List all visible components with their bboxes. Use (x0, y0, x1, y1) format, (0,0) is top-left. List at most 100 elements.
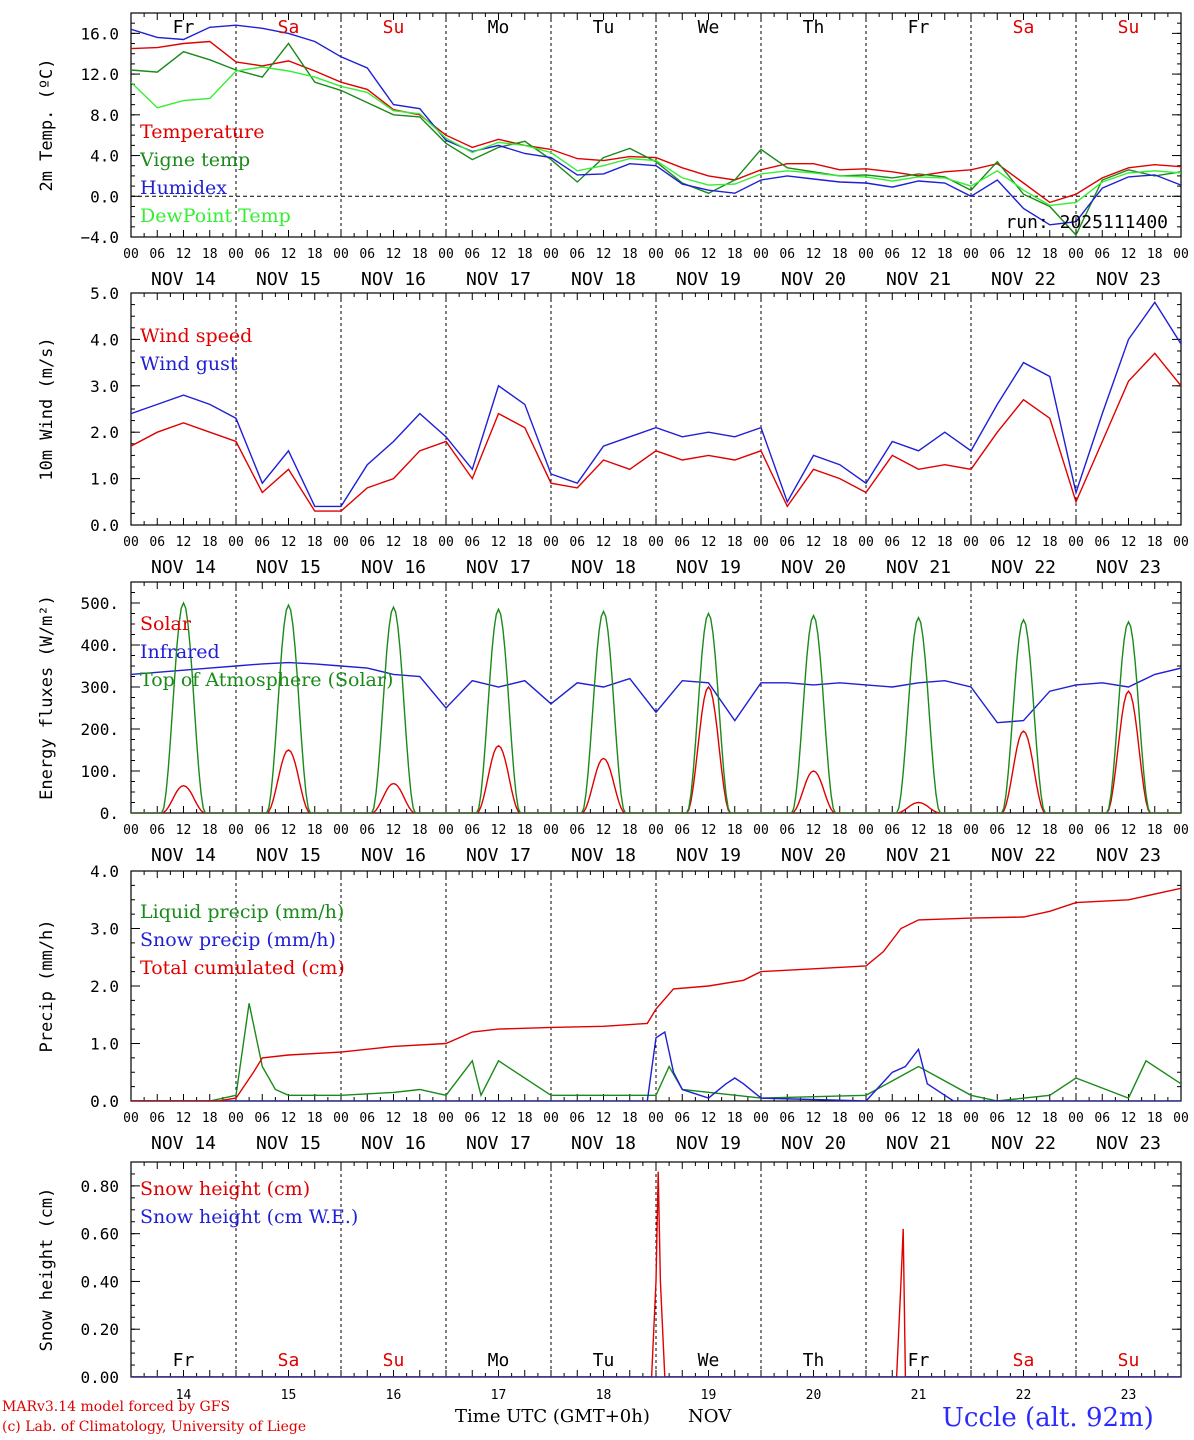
legend-entry: Wind gust (140, 353, 238, 375)
hour-label: 00 (1068, 535, 1084, 550)
series-line-humidex (131, 24, 1181, 226)
y-tick-label: 0.60 (80, 1225, 119, 1244)
hour-label: 06 (569, 1111, 585, 1126)
date-label: NOV 21 (886, 1133, 951, 1154)
y-tick-label: 3.0 (90, 377, 119, 396)
series-group (131, 601, 1181, 813)
legend-entry: Solar (140, 613, 192, 635)
legend-entry: Snow height (cm W.E.) (140, 1206, 358, 1228)
y-tick-label: 1.0 (90, 1035, 119, 1054)
hour-label: 18 (832, 247, 848, 262)
date-label: NOV 22 (991, 557, 1056, 578)
hour-label: 12 (491, 1111, 507, 1126)
hour-label: 12 (911, 247, 927, 262)
hour-label: 18 (1042, 1111, 1058, 1126)
y-tick-label: 0.0 (90, 187, 119, 206)
hour-label: 18 (202, 535, 218, 550)
hour-label: 12 (386, 535, 402, 550)
date-label: NOV 16 (361, 1133, 426, 1154)
hour-label: 06 (779, 823, 795, 838)
legend-entry: Snow height (cm) (140, 1178, 310, 1200)
hour-label: 12 (176, 1111, 192, 1126)
date-label: NOV 20 (781, 845, 846, 866)
hour-label: 06 (149, 535, 165, 550)
legend-entry: DewPoint Temp (140, 205, 291, 227)
hour-label: 00 (438, 535, 454, 550)
hour-label: 00 (228, 535, 244, 550)
hour-label: 06 (1094, 823, 1110, 838)
time-axis-label: Time UTC (GMT+0h) (455, 1406, 650, 1427)
hour-label: 18 (937, 535, 953, 550)
hour-label: 00 (438, 247, 454, 262)
y-tick-label: 4.0 (90, 330, 119, 349)
hour-label: 06 (674, 535, 690, 550)
hour-label: 00 (858, 535, 874, 550)
date-label: NOV 20 (781, 269, 846, 290)
date-label: NOV 18 (571, 845, 636, 866)
hour-label: 12 (176, 247, 192, 262)
date-label: NOV 18 (571, 557, 636, 578)
hour-label: 00 (1173, 535, 1189, 550)
day-number: 15 (281, 1388, 297, 1403)
date-label: NOV 17 (466, 845, 531, 866)
day-number: 20 (806, 1388, 822, 1403)
hour-label: 00 (228, 1111, 244, 1126)
hour-label: 18 (517, 1111, 533, 1126)
day-name-top: We (698, 17, 720, 38)
day-number: 14 (176, 1388, 192, 1403)
hour-label: 18 (622, 535, 638, 550)
date-label: NOV 22 (991, 845, 1056, 866)
date-label: NOV 15 (256, 557, 321, 578)
date-label: NOV 23 (1096, 269, 1161, 290)
hour-label: 06 (254, 1111, 270, 1126)
hour-label: 00 (753, 247, 769, 262)
hour-label: 18 (727, 247, 743, 262)
y-tick-label: −4.0 (80, 228, 119, 247)
hour-label: 12 (1121, 535, 1137, 550)
day-number: 16 (386, 1388, 402, 1403)
hour-label: 12 (806, 247, 822, 262)
hour-label: 12 (596, 247, 612, 262)
date-label: NOV 19 (676, 1133, 741, 1154)
series-line-dewpoint-temp (131, 66, 1181, 207)
day-name-bottom: Su (383, 1350, 405, 1371)
hour-label: 18 (412, 1111, 428, 1126)
hour-label: 00 (753, 1111, 769, 1126)
day-name-bottom: Sa (1013, 1350, 1035, 1371)
legend-entry: Infrared (140, 641, 220, 663)
day-name-top: Sa (278, 17, 300, 38)
series-line-vigne-temp (131, 42, 1181, 237)
panel-2: 0.0 1.0 2.0 3.0 4.0 5.0 10m Wind (m/s) 00 06 12 18… (37, 284, 1189, 578)
hour-label: 18 (412, 247, 428, 262)
hour-label: 06 (884, 535, 900, 550)
hour-label: 18 (622, 247, 638, 262)
panel-3: 0. 100. 200. 300. 400. 500. Energy fluxes (W/m… (37, 581, 1189, 866)
hour-label: 06 (254, 823, 270, 838)
hour-label: 06 (1094, 247, 1110, 262)
hour-label: 12 (701, 535, 717, 550)
hour-label: 06 (254, 247, 270, 262)
hour-label: 00 (963, 823, 979, 838)
hour-label: 12 (1016, 535, 1032, 550)
y-axis-label: Snow height (cm) (37, 1188, 57, 1352)
hour-label: 06 (1094, 1111, 1110, 1126)
hour-label: 12 (281, 247, 297, 262)
hour-label: 00 (123, 823, 139, 838)
series-line-temperature (131, 40, 1181, 204)
date-label: NOV 18 (571, 1133, 636, 1154)
date-label: NOV 20 (781, 1133, 846, 1154)
y-tick-label: 0.00 (80, 1368, 119, 1387)
hour-label: 12 (911, 1111, 927, 1126)
y-tick-label: 0.40 (80, 1272, 119, 1291)
hour-label: 06 (359, 1111, 375, 1126)
hour-label: 00 (1173, 823, 1189, 838)
hour-label: 18 (1147, 1111, 1163, 1126)
legend-entry: Humidex (140, 177, 227, 199)
series-line-snow-precip-mm-h- (131, 1030, 1181, 1101)
y-tick-label: 0.0 (90, 516, 119, 535)
hour-label: 06 (149, 247, 165, 262)
series-line-liquid-precip-mm-h- (131, 1003, 1181, 1101)
hour-label: 18 (622, 823, 638, 838)
hour-label: 06 (674, 823, 690, 838)
hour-label: 06 (674, 247, 690, 262)
